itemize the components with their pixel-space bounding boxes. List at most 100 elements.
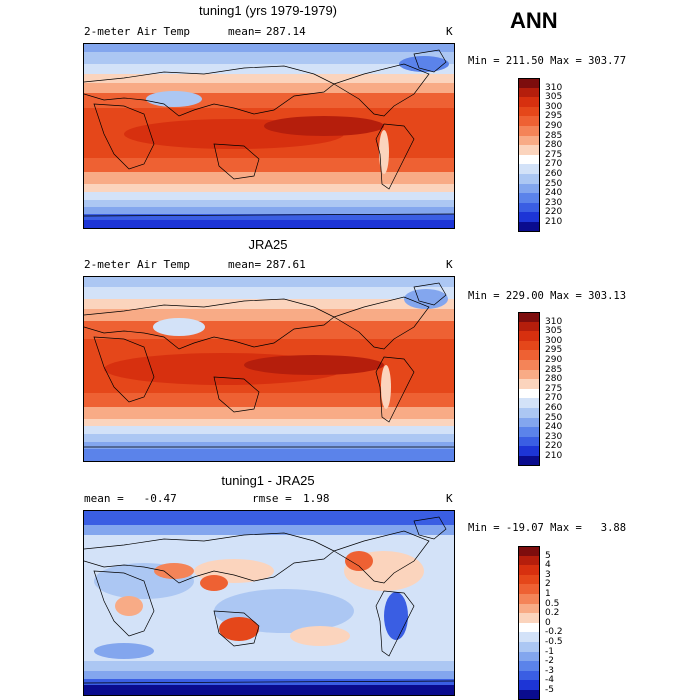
panel1-mean-label: mean= [228,25,262,38]
colorbar-swatch [518,622,540,633]
colorbar-swatch [518,202,540,213]
colorbar-swatch [518,212,540,222]
colorbar-swatch [518,360,540,370]
colorbar-swatch [518,690,540,700]
colorbar-swatch [518,183,540,194]
panel3-rmse-label: rmse = [252,492,292,505]
colorbar-label: 270 [545,159,563,170]
colorbar-label: 260 [545,169,563,179]
colorbar-swatch [518,350,540,360]
panel1-variable-label: 2-meter Air Temp [84,25,190,38]
colorbar-label: 290 [545,121,563,131]
colorbar-swatch [518,369,540,380]
colorbar-swatch [518,565,540,575]
colorbar-label: 220 [545,441,563,452]
colorbar-swatch [518,116,540,126]
colorbar-swatch [518,398,540,408]
season-label: ANN [510,8,558,33]
colorbar-swatch [518,436,540,447]
panel3-mean-label: mean = -0.47 [84,492,177,505]
colorbar-swatch [518,546,540,556]
colorbar-swatch [518,126,540,136]
colorbar-swatch [518,594,540,604]
colorbar-label: 285 [545,364,563,375]
colorbar-swatch [518,340,540,351]
colorbar-swatch [518,613,540,623]
colorbar-label: 275 [545,383,563,394]
colorbar-swatch [518,670,540,681]
colorbar-label: 240 [545,188,563,199]
colorbar-label: -3 [545,665,554,676]
panel2-variable-label: 2-meter Air Temp [84,258,190,271]
colorbar-label: 0.2 [545,608,560,619]
colorbar-label: 2 [545,579,551,590]
colorbar-swatch [518,446,540,456]
panel3-title: tuning1 - JRA25 [221,473,315,488]
colorbar-swatch [518,78,540,88]
colorbar-swatch [518,312,540,322]
colorbar-swatch [518,427,540,437]
colorbar-label: -0.5 [545,637,563,647]
panel3-map-field [84,511,454,695]
panel2-map-field [84,277,454,461]
colorbar-label: 250 [545,178,563,189]
colorbar-label: 4 [545,560,551,571]
colorbar-label: 275 [545,149,563,160]
panel3-rmse-value: 1.98 [303,492,330,505]
colorbar-label: -5 [545,685,554,695]
colorbar-label: 3 [545,569,551,580]
colorbar-label: 0.5 [545,598,560,609]
colorbar-label: 5 [545,550,551,561]
colorbar-label: 300 [545,101,563,112]
colorbar-label: 305 [545,326,563,337]
colorbar-swatch [518,331,540,341]
colorbar-swatch [518,417,540,428]
colorbar-label: -1 [545,646,554,657]
panel1-mean-value: 287.14 [266,25,306,38]
colorbar-swatch [518,97,540,107]
colorbar-label: 1 [545,589,551,599]
colorbar-label: 260 [545,403,563,413]
colorbar-label: 210 [545,217,563,227]
panel2-minmax: Min = 229.00 Max = 303.13 [468,290,627,302]
panel2-title: JRA25 [248,237,288,252]
colorbar-swatch [518,584,540,594]
colorbar-swatch [518,388,540,399]
panel1-title: tuning1 (yrs 1979-1979) [198,3,338,18]
colorbar-label: 290 [545,355,563,365]
colorbar-swatch [518,145,540,155]
colorbar-label: -0.2 [545,627,563,638]
colorbar-label: 230 [545,431,563,442]
colorbar-swatch [518,164,540,174]
colorbar-label: 250 [545,412,563,423]
colorbar-swatch [518,321,540,332]
colorbar-label: 220 [545,207,563,218]
colorbar-label: 280 [545,374,563,385]
colorbar-swatch [518,222,540,232]
panel1-map [83,43,455,229]
colorbar-label: 285 [545,130,563,141]
colorbar-label: 230 [545,197,563,208]
colorbar-label: 305 [545,92,563,103]
panel3-minmax: Min = -19.07 Max = 3.88 [468,522,627,534]
colorbar-label: 310 [545,316,563,327]
colorbar-label: 300 [545,335,563,346]
colorbar-label: 295 [545,345,563,356]
colorbar-swatch [518,174,540,184]
panel1-unit: K [446,25,453,38]
colorbar-swatch [518,574,540,585]
panel3-unit: K [446,492,453,505]
panel1-minmax: Min = 211.50 Max = 303.77 [468,55,627,67]
colorbar-swatch [518,154,540,165]
panel3-map [83,510,455,696]
colorbar-swatch [518,642,540,652]
colorbar-swatch [518,135,540,146]
colorbar-label: 295 [545,111,563,122]
colorbar-swatch [518,408,540,418]
colorbar-swatch [518,193,540,203]
colorbar-label: 210 [545,451,563,461]
colorbar-label: 240 [545,422,563,433]
colorbar-swatch [518,680,540,690]
panel2-mean-label: mean= [228,258,262,271]
colorbar-swatch [518,661,540,671]
